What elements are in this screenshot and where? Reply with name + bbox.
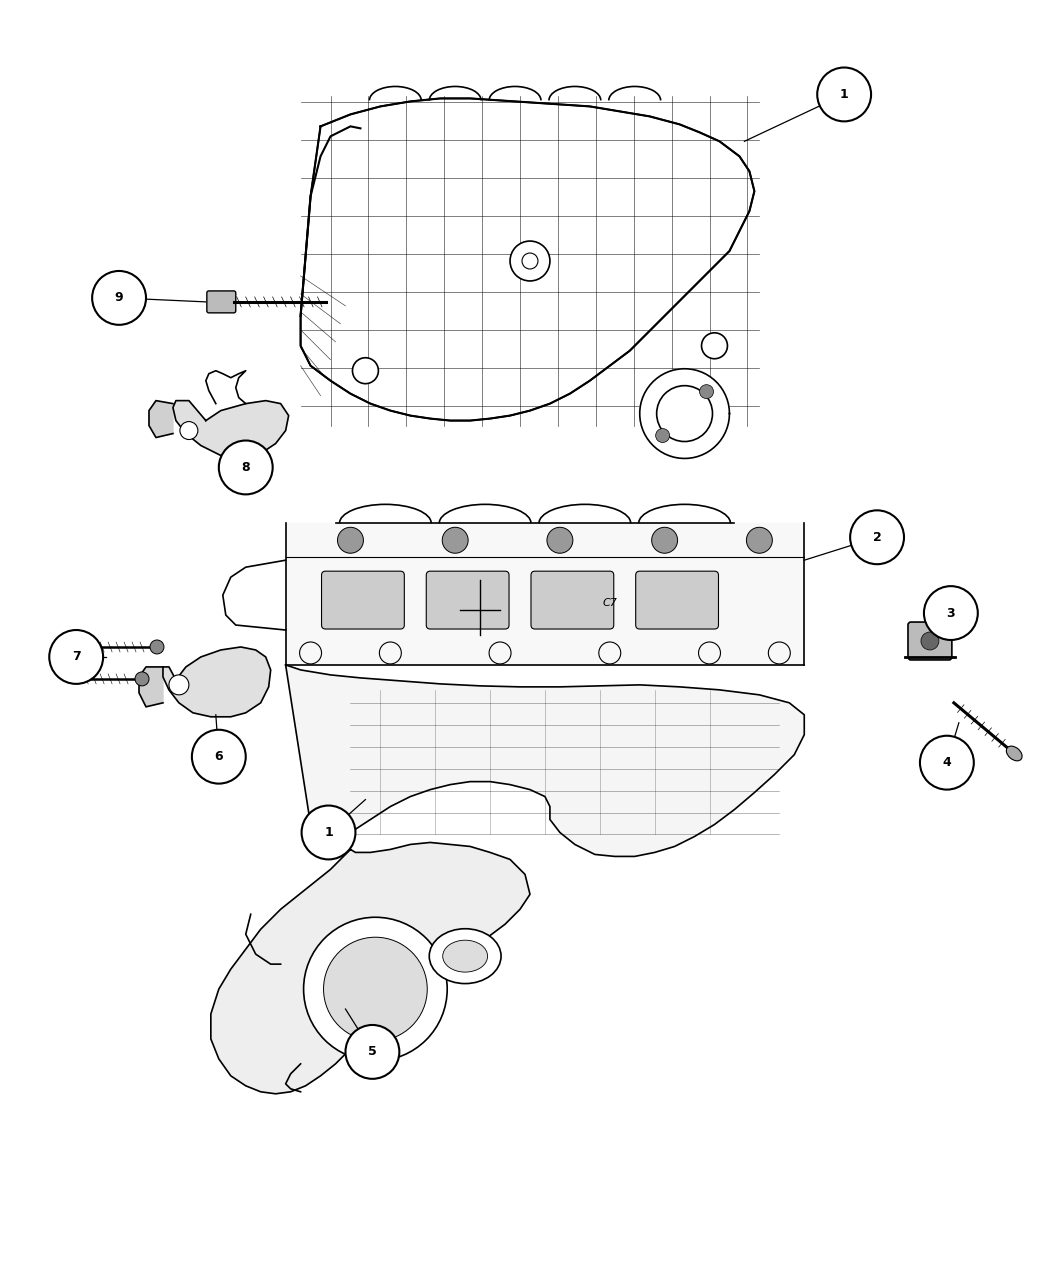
- Polygon shape: [163, 646, 271, 717]
- Circle shape: [652, 528, 677, 553]
- Circle shape: [180, 422, 197, 440]
- Circle shape: [924, 586, 978, 640]
- Polygon shape: [139, 667, 163, 706]
- Text: 2: 2: [873, 530, 881, 543]
- Circle shape: [135, 672, 149, 686]
- Circle shape: [701, 333, 728, 358]
- Text: 1: 1: [840, 88, 848, 101]
- FancyBboxPatch shape: [207, 291, 236, 312]
- Ellipse shape: [443, 940, 487, 972]
- Polygon shape: [639, 368, 730, 459]
- Circle shape: [337, 528, 363, 553]
- FancyBboxPatch shape: [531, 571, 614, 629]
- Circle shape: [747, 528, 773, 553]
- Circle shape: [655, 428, 670, 442]
- Circle shape: [510, 241, 550, 280]
- Text: C7: C7: [603, 598, 617, 608]
- Circle shape: [442, 528, 468, 553]
- Circle shape: [522, 252, 538, 269]
- Text: 4: 4: [943, 756, 951, 769]
- Circle shape: [150, 640, 164, 654]
- Polygon shape: [286, 666, 804, 857]
- Circle shape: [192, 729, 246, 784]
- Text: 7: 7: [71, 650, 81, 663]
- Circle shape: [301, 806, 356, 859]
- Text: 3: 3: [946, 607, 956, 620]
- Circle shape: [92, 272, 146, 325]
- Text: 9: 9: [114, 292, 124, 305]
- Text: 1: 1: [324, 826, 333, 839]
- Circle shape: [218, 441, 273, 495]
- Circle shape: [49, 630, 103, 683]
- Circle shape: [303, 917, 447, 1061]
- Polygon shape: [149, 400, 173, 437]
- Text: 5: 5: [369, 1046, 377, 1058]
- Circle shape: [699, 385, 714, 399]
- Circle shape: [345, 1025, 399, 1079]
- FancyBboxPatch shape: [908, 622, 952, 660]
- Polygon shape: [300, 98, 754, 421]
- Ellipse shape: [429, 928, 501, 983]
- Polygon shape: [286, 523, 804, 666]
- Circle shape: [921, 632, 939, 650]
- Text: 6: 6: [214, 750, 223, 764]
- Circle shape: [656, 385, 713, 441]
- Text: 8: 8: [242, 462, 250, 474]
- Circle shape: [547, 528, 573, 553]
- Polygon shape: [173, 400, 289, 458]
- FancyBboxPatch shape: [321, 571, 404, 629]
- Circle shape: [850, 510, 904, 565]
- Circle shape: [169, 674, 189, 695]
- Circle shape: [353, 358, 378, 384]
- FancyBboxPatch shape: [635, 571, 718, 629]
- Circle shape: [323, 937, 427, 1040]
- Ellipse shape: [1006, 746, 1022, 761]
- FancyBboxPatch shape: [426, 571, 509, 629]
- Circle shape: [817, 68, 871, 121]
- Circle shape: [920, 736, 973, 789]
- Polygon shape: [211, 843, 530, 1094]
